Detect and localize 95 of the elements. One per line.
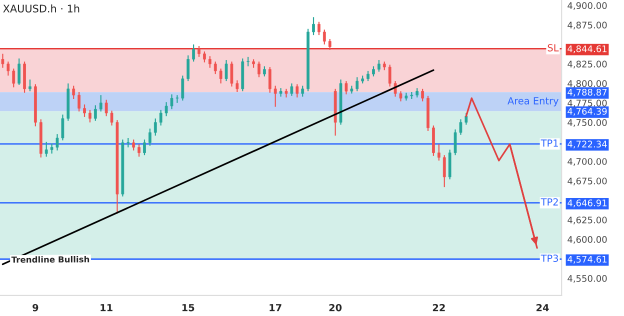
candlestick	[263, 66, 266, 77]
candlestick	[61, 114, 64, 141]
candlestick	[28, 78, 32, 92]
x-tick-label: 20	[329, 304, 342, 312]
candlestick	[192, 44, 195, 62]
candlestick	[301, 85, 304, 98]
y-tick-label: 4,875.00	[568, 22, 607, 30]
candlestick	[126, 137, 130, 148]
chart-title: XAUUSD.h · 1h	[3, 4, 80, 12]
candlestick	[164, 102, 168, 117]
candlestick	[12, 68, 16, 88]
candlestick	[290, 82, 294, 96]
y-tick-label: 4,775.00	[568, 100, 607, 108]
candlestick	[56, 134, 59, 152]
candlestick	[459, 118, 462, 136]
candlestick	[399, 90, 402, 102]
candlestick	[143, 138, 146, 156]
ref-line-label: TP1	[540, 140, 558, 147]
x-tick-label: 17	[270, 304, 282, 312]
candlestick	[83, 104, 86, 118]
y-tick-label: 4,600.00	[568, 236, 607, 244]
candlestick	[318, 21, 320, 36]
candlestick	[181, 75, 184, 102]
y-tick-label: 4,574.61	[568, 256, 607, 264]
band-label: Area Entry	[508, 97, 559, 106]
series-label: Trendline Bullish	[11, 256, 90, 263]
candlestick	[366, 70, 370, 82]
candlestick	[1, 53, 4, 68]
y-tick-label: 4,550.00	[568, 275, 607, 283]
x-tick-label: 11	[100, 304, 112, 312]
candlestick	[378, 59, 380, 72]
candlestick	[322, 29, 326, 45]
candlestick	[328, 38, 332, 50]
y-tick-label: 4,844.61	[568, 45, 607, 54]
candlestick	[268, 66, 272, 94]
y-tick-label: 4,825.00	[568, 60, 607, 68]
candlestick	[219, 68, 222, 84]
candlestick	[296, 84, 299, 98]
candlestick	[154, 118, 157, 136]
y-tick-label: 4,675.00	[568, 178, 607, 186]
candlestick	[203, 50, 206, 63]
candlestick	[344, 80, 348, 95]
candlestick	[258, 61, 260, 78]
candlestick	[246, 56, 250, 67]
candlestick	[312, 16, 315, 36]
candlestick	[99, 94, 102, 112]
candlestick	[464, 112, 468, 126]
candlestick	[372, 66, 375, 77]
candlestick	[6, 61, 10, 76]
y-tick-label: 4,625.00	[568, 216, 607, 224]
candlestick	[159, 109, 162, 126]
candlestick	[442, 154, 446, 188]
candlestick	[437, 144, 440, 162]
x-tick-label: 15	[182, 304, 194, 312]
candlestick	[198, 45, 200, 58]
y-tick-label: 4,750.00	[568, 119, 607, 127]
candlestick	[356, 76, 359, 92]
x-tick-label: 9	[32, 304, 38, 312]
candlestick	[50, 142, 54, 154]
candlestick	[72, 85, 76, 100]
candlestick	[208, 56, 212, 68]
candlestick	[44, 141, 48, 158]
candlestick	[18, 58, 21, 86]
x-tick-label: 22	[432, 304, 445, 312]
candlestick	[388, 64, 392, 88]
ref-line-label: TP2	[540, 198, 558, 206]
candlestick	[454, 128, 457, 156]
candlestick	[110, 110, 114, 126]
ref-line-label: SL	[548, 44, 559, 52]
candlestick	[236, 80, 239, 93]
candlestick	[230, 61, 234, 88]
candlestick	[78, 91, 80, 112]
candlestick	[170, 94, 174, 110]
candlestick	[421, 88, 424, 102]
candlestick	[132, 138, 136, 152]
y-tick-label: 4,800.00	[568, 80, 607, 88]
candlestick	[88, 109, 92, 123]
y-tick-label: 4,646.91	[568, 199, 607, 208]
candlestick	[138, 144, 140, 158]
y-tick-label: 4,764.39	[568, 108, 607, 116]
y-tick-label: 4,722.34	[568, 140, 607, 148]
y-tick-label: 4,788.87	[568, 88, 607, 97]
candlestick	[274, 85, 277, 108]
candlestick	[148, 128, 152, 146]
y-tick-label: 4,700.00	[568, 158, 607, 166]
candlestick	[186, 54, 190, 82]
candlestick	[214, 61, 217, 75]
ref-line-label: TP3	[540, 254, 558, 262]
candlestick	[224, 59, 228, 82]
candlestick	[104, 99, 108, 117]
candlestick	[94, 104, 97, 122]
candlestick	[176, 94, 179, 104]
candlestick	[416, 88, 419, 98]
y-tick-label: 4,900.00	[568, 2, 607, 10]
x-tick-label: 24	[536, 304, 549, 312]
